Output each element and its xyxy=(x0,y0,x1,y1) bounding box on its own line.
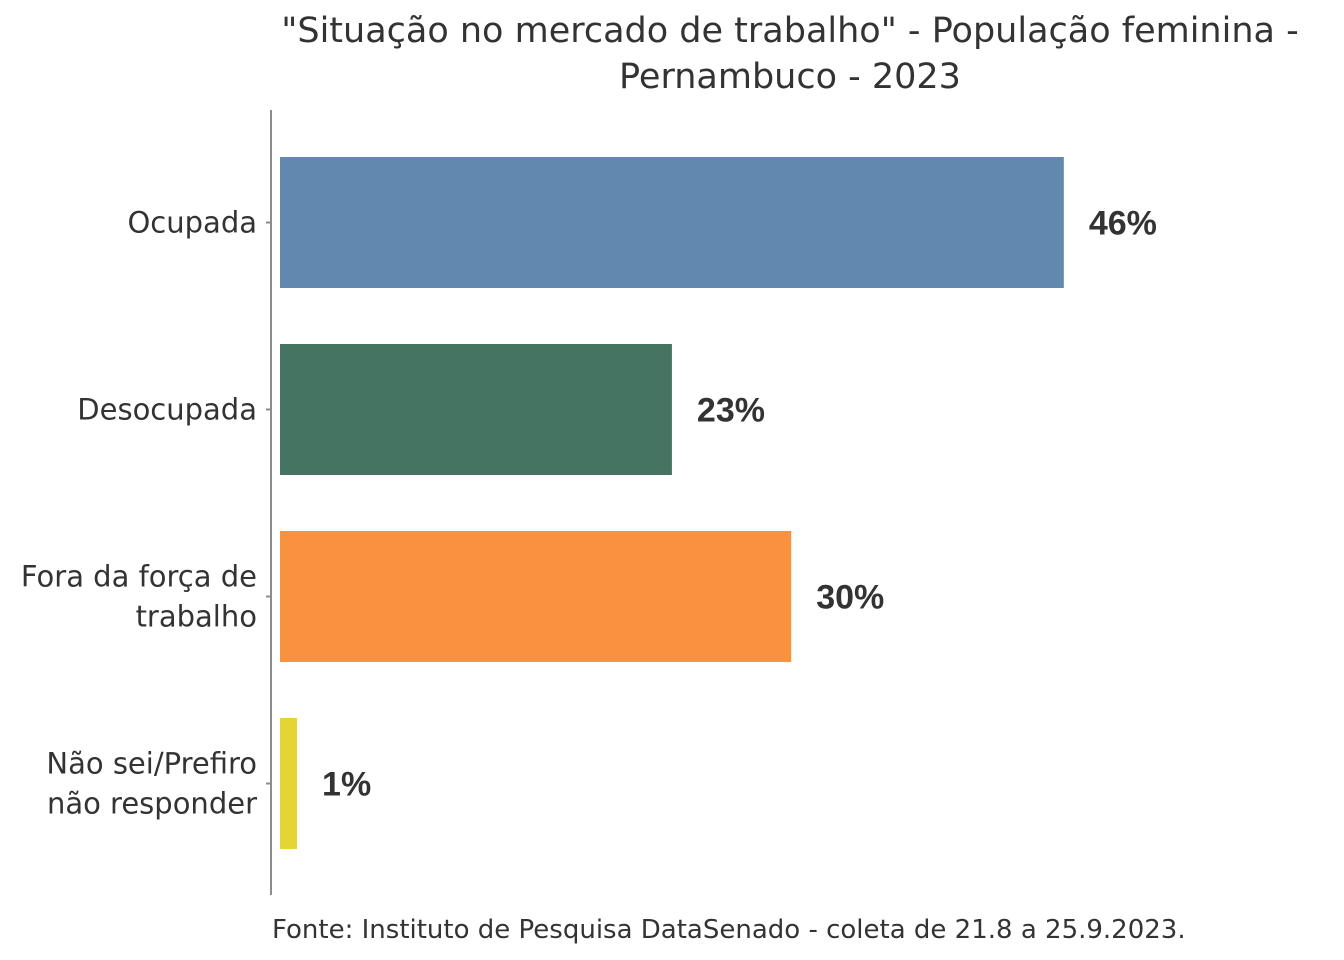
category-label-line: Desocupada xyxy=(77,393,257,427)
y-axis xyxy=(266,110,272,895)
category-label: Fora da força de trabalho xyxy=(21,560,257,634)
category-label-line: trabalho xyxy=(136,600,257,634)
bar-value-label: 46% xyxy=(1089,205,1157,243)
chart-title-line-2: Pernambuco - 2023 xyxy=(619,57,961,97)
chart-title-line-1: "Situação no mercado de trabalho" - Popu… xyxy=(281,11,1299,51)
bar xyxy=(280,531,792,662)
category-label-line: não responder xyxy=(47,787,257,821)
bar xyxy=(280,344,672,475)
labels-group: 46% Ocupada 23% Desocupada 30% Fora da força … xyxy=(21,205,1157,821)
bar-value-label: 23% xyxy=(697,392,765,430)
bar-value-label: 1% xyxy=(322,766,371,804)
chart-title: "Situação no mercado de trabalho" - Popu… xyxy=(240,8,1340,100)
source-note: Fonte: Instituto de Pesquisa DataSenado … xyxy=(272,915,1186,945)
bar-value-label: 30% xyxy=(816,579,884,617)
category-label-line: Fora da força de xyxy=(21,560,257,594)
category-label-line: Não sei/Prefiro xyxy=(46,747,257,781)
category-label: Desocupada xyxy=(77,393,257,427)
category-label: Ocupada xyxy=(127,206,257,240)
bars-group xyxy=(280,157,1064,849)
bar xyxy=(280,718,298,849)
category-label-line: Ocupada xyxy=(127,206,257,240)
bar xyxy=(280,157,1064,288)
category-label: Não sei/Prefiro não responder xyxy=(46,747,257,821)
